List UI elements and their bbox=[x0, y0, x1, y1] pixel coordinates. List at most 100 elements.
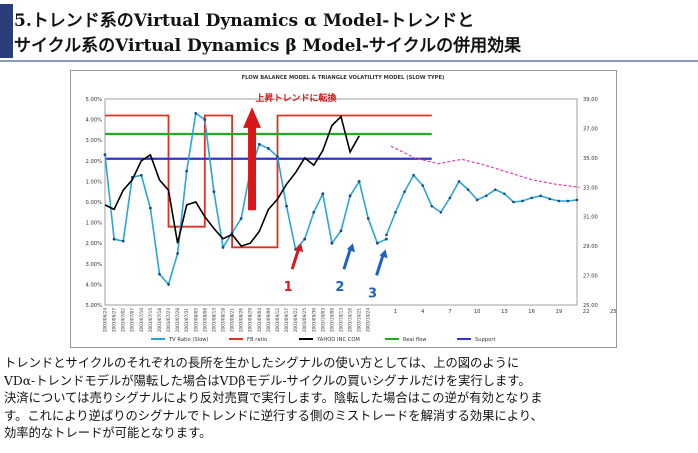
x-date-tick-label: 2003/10/08 bbox=[329, 308, 334, 332]
body-text: トレンドとサイクルのそれぞれの長所を生かしたシグナルの使い方としては、上の図のよ… bbox=[4, 355, 696, 443]
y-right-tick-label: 29.00 bbox=[583, 244, 598, 250]
plot-frame bbox=[104, 98, 578, 306]
legend-label: Support bbox=[475, 337, 496, 343]
tv-ratio-forecast-point bbox=[539, 194, 542, 198]
tv-ratio-forecast-point bbox=[530, 196, 533, 200]
tv-ratio-forecast-point bbox=[512, 200, 515, 204]
tv-ratio-forecast-point bbox=[575, 198, 579, 202]
tv-ratio-forecast-point bbox=[412, 173, 415, 177]
x-date-tick-label: 2003/09/22 bbox=[293, 308, 298, 332]
y-left-tick-label: 2.00% bbox=[86, 159, 103, 165]
x-date-tick-label: 2003/07/10 bbox=[139, 308, 144, 332]
body-line: トレンドとサイクルのそれぞれの長所を生かしたシグナルの使い方としては、上の図のよ… bbox=[4, 356, 520, 370]
chart: FLOW BALANCE MODEL & TRIANGLE VOLATILITY… bbox=[86, 75, 644, 343]
x-date-tick-label: 2003/08/08 bbox=[202, 308, 207, 332]
tv-ratio-point bbox=[266, 147, 270, 150]
x-date-tick-label: 2003/07/07 bbox=[130, 308, 135, 332]
x-date-tick-label: 2003/07/28 bbox=[175, 308, 180, 332]
slide-header: 5.トレンド系のVirtual Dynamics α Model-トレンドと サ… bbox=[0, 0, 698, 62]
tv-ratio-point bbox=[158, 272, 161, 276]
tv-ratio-forecast-point bbox=[557, 199, 561, 203]
x-date-tick-label: 2003/07/31 bbox=[184, 308, 189, 332]
tv-ratio-forecast-point bbox=[421, 184, 424, 187]
signal-marker-1: 1 bbox=[284, 280, 293, 295]
signal-arrow-icon bbox=[375, 252, 385, 276]
y-left-tick-label: 3.00% bbox=[86, 262, 103, 268]
x-date-tick-label: 2003/09/04 bbox=[257, 308, 262, 332]
x-date-tick-label: 2003/07/15 bbox=[148, 308, 153, 332]
x-date-tick-label: 2003/07/02 bbox=[121, 308, 126, 332]
tv-ratio-forecast-point bbox=[403, 190, 406, 193]
tv-ratio-point bbox=[257, 142, 261, 146]
signal-arrow-head-icon bbox=[379, 249, 388, 259]
tv-ratio-point bbox=[185, 169, 189, 173]
y-right-tick-label: 31.00 bbox=[583, 215, 598, 221]
tv-ratio-point bbox=[357, 180, 361, 183]
body-line: VDα-トレンドモデルが陽転した場合はVDβモデル-サイクルの買いシグナルだけを… bbox=[4, 373, 531, 388]
body-line: 効率的なトレードが可能となります。 bbox=[4, 426, 212, 441]
x-future-tick-label: 1 bbox=[394, 309, 397, 315]
x-date-tick-label: 2003/10/03 bbox=[320, 308, 325, 332]
x-future-tick-label: 22 bbox=[583, 309, 590, 315]
legend-label: YAHOO INC COM bbox=[316, 337, 360, 343]
tv-ratio-forecast-point bbox=[521, 199, 524, 203]
tv-ratio-point bbox=[112, 237, 116, 241]
tv-ratio-point bbox=[139, 173, 143, 177]
tv-ratio-line bbox=[104, 112, 387, 287]
x-date-tick-label: 2003/08/29 bbox=[248, 308, 253, 332]
tv-ratio-point bbox=[339, 229, 343, 233]
tv-ratio-point bbox=[167, 283, 170, 286]
tv-ratio-forecast-point bbox=[448, 196, 452, 200]
tv-ratio-point bbox=[348, 194, 352, 198]
y-left-tick-label: 0.00% bbox=[86, 200, 103, 206]
y-left-tick-label: 5.00% bbox=[86, 97, 103, 103]
tv-ratio-forecast-point bbox=[475, 198, 479, 202]
tv-ratio-point bbox=[303, 237, 307, 241]
y-right-tick-label: 35.00 bbox=[583, 156, 598, 162]
y-left-tick-label: 3.00% bbox=[86, 138, 103, 144]
tv-ratio-point bbox=[121, 239, 125, 243]
x-date-tick-label: 2003/10/21 bbox=[357, 308, 362, 332]
x-future-tick-label: 10 bbox=[474, 309, 481, 315]
x-future-tick-label: 4 bbox=[421, 309, 425, 315]
signal-arrow-head-icon bbox=[295, 243, 304, 253]
x-date-tick-label: 2003/10/16 bbox=[348, 308, 353, 332]
tv-ratio-forecast-point bbox=[503, 192, 506, 196]
x-future-tick-label: 13 bbox=[501, 309, 508, 315]
y-right-tick-label: 27.00 bbox=[583, 274, 598, 280]
x-date-tick-label: 2003/07/18 bbox=[157, 308, 162, 332]
chart-title: FLOW BALANCE MODEL & TRIANGLE VOLATILITY… bbox=[242, 75, 445, 81]
tv-ratio-forecast-point bbox=[484, 194, 488, 198]
x-date-tick-label: 2003/08/26 bbox=[239, 308, 244, 332]
tv-ratio-forecast-point bbox=[566, 199, 570, 203]
tv-ratio-forecast-point bbox=[394, 211, 397, 214]
tv-ratio-forecast-point bbox=[548, 197, 552, 201]
slide-title-line-2: サイクル系のVirtual Dynamics β Model-サイクルの併用効果 bbox=[14, 36, 522, 56]
tv-ratio-point bbox=[366, 217, 370, 220]
y-left-tick-label: 4.00% bbox=[86, 282, 103, 288]
trend-annotation: 上昇トレンドに転換 bbox=[256, 92, 338, 104]
tv-ratio-forecast-line bbox=[385, 173, 578, 236]
y-right-tick-label: 33.00 bbox=[583, 185, 598, 191]
header-rule bbox=[0, 60, 698, 62]
tv-ratio-point bbox=[239, 217, 243, 220]
body-line: す。これにより逆ばりのシグナルでトレンドに逆行する側のミストレードを解消する効果… bbox=[4, 408, 543, 423]
x-date-tick-label: 2003/09/12 bbox=[275, 308, 280, 332]
yahoo-price-line bbox=[104, 115, 360, 248]
tv-ratio-point bbox=[321, 192, 325, 196]
x-date-tick-label: 2003/07/23 bbox=[166, 308, 171, 332]
tv-ratio-forecast-point bbox=[494, 188, 497, 191]
y-left-tick-label: 1.00% bbox=[86, 179, 103, 185]
tv-ratio-point bbox=[285, 204, 288, 208]
x-date-tick-label: 2003/06/24 bbox=[103, 308, 108, 332]
tv-ratio-point bbox=[176, 252, 180, 255]
chart-panel: FLOW BALANCE MODEL & TRIANGLE VOLATILITY… bbox=[70, 70, 644, 348]
tv-ratio-point bbox=[384, 237, 388, 241]
tv-ratio-point bbox=[148, 206, 152, 210]
body-line: 決済については売りシグナルにより反対売買で実行します。陰転した場合はこの逆が有効… bbox=[4, 391, 543, 406]
x-future-tick-label: 25 bbox=[610, 309, 616, 315]
fb-ratio-line bbox=[105, 114, 432, 249]
tv-ratio-forecast-point bbox=[439, 211, 443, 214]
signal-arrow-icon bbox=[290, 246, 301, 270]
tv-ratio-point bbox=[230, 231, 234, 235]
